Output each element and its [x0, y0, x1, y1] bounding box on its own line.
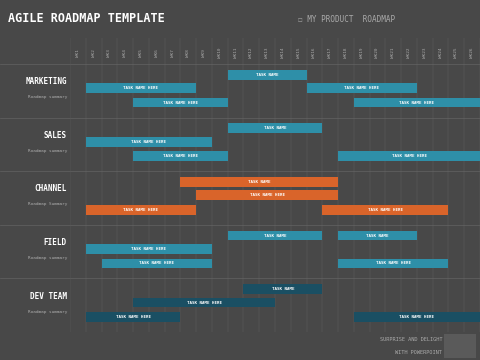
Text: TASK NAME HERE: TASK NAME HERE: [132, 140, 167, 144]
Text: FIELD: FIELD: [44, 238, 67, 247]
Text: WK15: WK15: [297, 48, 300, 58]
Text: TASK NAME: TASK NAME: [264, 126, 286, 130]
Text: WITH POWERPOINT: WITH POWERPOINT: [395, 350, 442, 355]
Text: WK20: WK20: [375, 48, 380, 58]
Bar: [180, 177, 338, 187]
Bar: [444, 334, 476, 358]
Bar: [228, 70, 307, 80]
Text: WK22: WK22: [407, 48, 411, 58]
Text: WK14: WK14: [281, 48, 285, 58]
Text: TASK NAME HERE: TASK NAME HERE: [163, 100, 198, 105]
Text: TASK NAME HERE: TASK NAME HERE: [123, 208, 158, 212]
Bar: [86, 205, 196, 215]
Text: TASK NAME HERE: TASK NAME HERE: [344, 86, 379, 90]
Text: WK16: WK16: [312, 48, 316, 58]
Text: WK24: WK24: [439, 48, 443, 58]
Bar: [307, 83, 417, 93]
Text: TASK NAME HERE: TASK NAME HERE: [116, 315, 151, 319]
Text: WK5: WK5: [139, 49, 143, 57]
Bar: [354, 98, 480, 107]
Text: DEV TEAM: DEV TEAM: [30, 292, 67, 301]
Bar: [86, 137, 212, 147]
Bar: [338, 151, 480, 161]
Bar: [133, 98, 228, 107]
Text: TASK NAME: TASK NAME: [366, 234, 389, 238]
Text: WK2: WK2: [92, 49, 96, 57]
Text: TASK NAME: TASK NAME: [248, 180, 271, 184]
Text: CHANNEL: CHANNEL: [35, 184, 67, 193]
Text: WK21: WK21: [391, 48, 395, 58]
Text: WK18: WK18: [344, 48, 348, 58]
Text: WK25: WK25: [455, 48, 458, 58]
Bar: [228, 123, 322, 133]
Text: WK12: WK12: [249, 48, 253, 58]
Text: WK11: WK11: [234, 48, 238, 58]
Bar: [86, 244, 212, 254]
Text: TASK NAME HERE: TASK NAME HERE: [123, 86, 158, 90]
Text: WK8: WK8: [186, 49, 190, 57]
Bar: [338, 231, 417, 240]
Text: WK6: WK6: [155, 49, 159, 57]
Text: Roadmap summary: Roadmap summary: [28, 310, 67, 314]
Text: WK17: WK17: [328, 48, 332, 58]
Text: MARKETING: MARKETING: [25, 77, 67, 86]
Text: WK13: WK13: [265, 48, 269, 58]
Text: SALES: SALES: [44, 131, 67, 140]
Bar: [322, 205, 448, 215]
Bar: [228, 231, 322, 240]
Text: Roadmap summary: Roadmap summary: [28, 256, 67, 260]
Text: WK7: WK7: [170, 49, 175, 57]
Bar: [196, 190, 338, 200]
Text: Roadmap summary: Roadmap summary: [28, 95, 67, 99]
Text: TASK NAME HERE: TASK NAME HERE: [368, 208, 403, 212]
Text: WK4: WK4: [123, 49, 127, 57]
Text: TASK NAME HERE: TASK NAME HERE: [392, 154, 427, 158]
Text: WK19: WK19: [360, 48, 364, 58]
Text: WK1: WK1: [76, 49, 80, 57]
Text: SURPRISE AND DELIGHT: SURPRISE AND DELIGHT: [380, 337, 442, 342]
Bar: [102, 258, 212, 268]
Text: Roadmap summary: Roadmap summary: [28, 149, 67, 153]
Text: WK26: WK26: [470, 48, 474, 58]
Text: WK23: WK23: [423, 48, 427, 58]
Bar: [86, 312, 180, 322]
Text: TASK NAME HERE: TASK NAME HERE: [250, 193, 285, 197]
Text: WK9: WK9: [202, 49, 206, 57]
Text: TASK NAME HERE: TASK NAME HERE: [399, 315, 434, 319]
Text: WK3: WK3: [108, 49, 111, 57]
Text: TASK NAME HERE: TASK NAME HERE: [163, 154, 198, 158]
Bar: [133, 298, 275, 307]
Text: TASK NAME: TASK NAME: [264, 234, 286, 238]
Text: Roadmap Summary: Roadmap Summary: [28, 202, 67, 206]
Text: TASK NAME HERE: TASK NAME HERE: [376, 261, 411, 265]
Bar: [86, 83, 196, 93]
Text: TASK NAME HERE: TASK NAME HERE: [187, 301, 222, 305]
Text: TASK NAME HERE: TASK NAME HERE: [132, 247, 167, 251]
Text: TASK NAME HERE: TASK NAME HERE: [139, 261, 174, 265]
Bar: [243, 284, 322, 294]
Text: AGILE ROADMAP TEMPLATE: AGILE ROADMAP TEMPLATE: [8, 13, 165, 26]
Bar: [338, 258, 448, 268]
Text: TASK NAME: TASK NAME: [256, 73, 278, 77]
Bar: [133, 151, 228, 161]
Text: WK10: WK10: [218, 48, 222, 58]
Text: TASK NAME: TASK NAME: [272, 287, 294, 291]
Text: TASK NAME HERE: TASK NAME HERE: [399, 100, 434, 105]
Bar: [354, 312, 480, 322]
Text: ☐ MY PRODUCT  ROADMAP: ☐ MY PRODUCT ROADMAP: [298, 14, 395, 23]
